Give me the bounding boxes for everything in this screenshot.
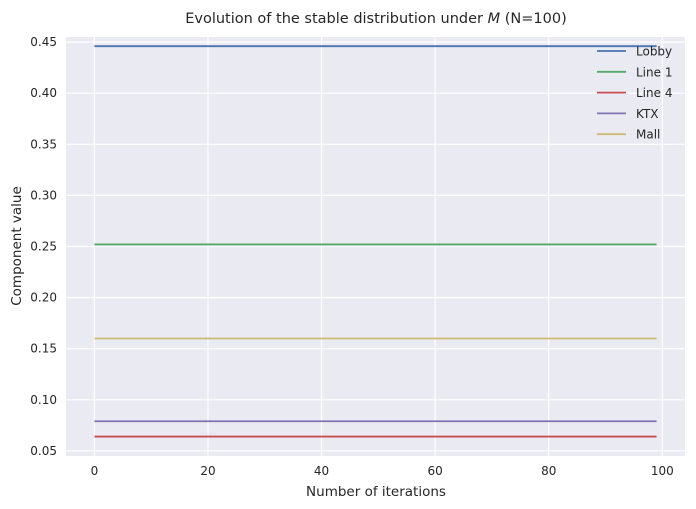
y-tick-label: 0.30 bbox=[30, 188, 57, 202]
y-tick-label: 0.05 bbox=[30, 444, 57, 458]
x-tick-label: 80 bbox=[541, 464, 556, 478]
x-tick-label: 20 bbox=[200, 464, 215, 478]
x-axis-ticks: 0 20 40 60 80 100 bbox=[91, 464, 674, 478]
x-tick-label: 0 bbox=[91, 464, 99, 478]
legend-label: Lobby bbox=[636, 45, 672, 59]
chart-title: Evolution of the stable distribution und… bbox=[185, 11, 567, 27]
y-axis-ticks: 0.05 0.10 0.15 0.20 0.25 0.30 0.35 0.40 0.45 bbox=[30, 35, 57, 458]
y-tick-label: 0.40 bbox=[30, 86, 57, 100]
x-axis-label: Number of iterations bbox=[306, 484, 446, 500]
y-tick-label: 0.20 bbox=[30, 291, 57, 305]
legend-label: KTX bbox=[636, 107, 659, 121]
grid bbox=[66, 37, 685, 456]
legend-label: Line 1 bbox=[636, 65, 672, 79]
legend: Lobby Line 1 Line 4 KTX Mall bbox=[597, 45, 672, 142]
y-axis-label: Component value bbox=[9, 186, 25, 306]
y-tick-label: 0.25 bbox=[30, 240, 57, 254]
legend-label: Mall bbox=[636, 128, 660, 142]
x-tick-label: 60 bbox=[427, 464, 442, 478]
x-tick-label: 40 bbox=[314, 464, 329, 478]
y-tick-label: 0.35 bbox=[30, 137, 57, 151]
y-tick-label: 0.45 bbox=[30, 35, 57, 49]
y-tick-label: 0.15 bbox=[30, 342, 57, 356]
x-tick-label: 100 bbox=[651, 464, 674, 478]
y-tick-label: 0.10 bbox=[30, 393, 57, 407]
series-lines bbox=[94, 45, 657, 438]
legend-label: Line 4 bbox=[636, 86, 672, 100]
